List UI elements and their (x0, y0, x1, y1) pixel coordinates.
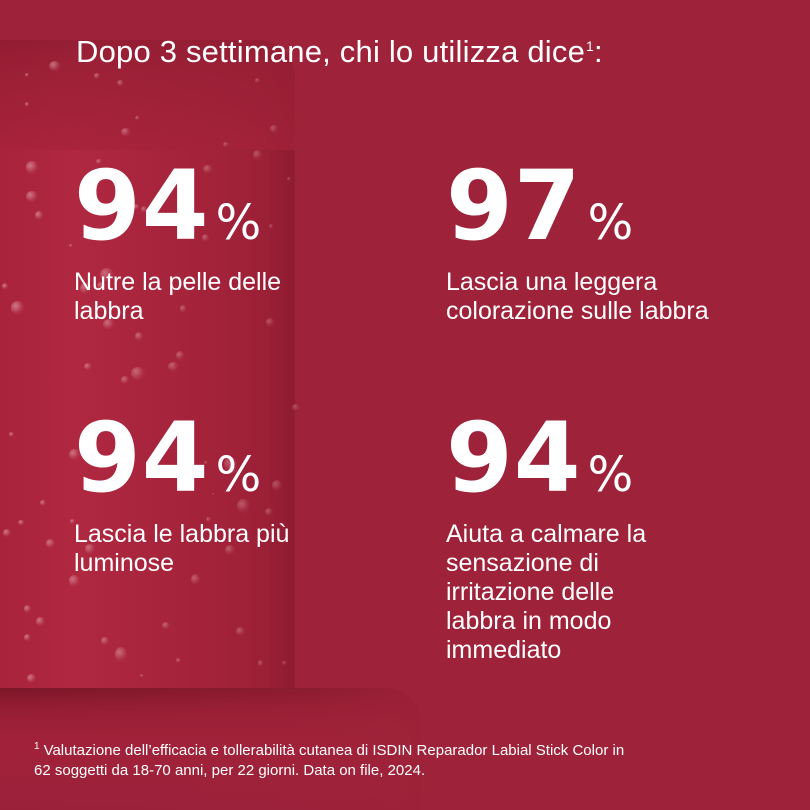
headline-footnote-ref: 1 (586, 37, 595, 54)
headline: Dopo 3 settimane, chi lo utilizza dice1: (76, 34, 603, 70)
stat-description: Lascia una leggera colorazione sulle lab… (446, 268, 786, 326)
stat-percentage: 97% (446, 158, 786, 254)
stat-soothe: 94% Aiuta a calmare la sensazione di irr… (446, 410, 746, 665)
footnote: 1 Valutazione dell’efficacia e tollerabil… (34, 737, 784, 781)
stat-percentage: 94% (446, 410, 746, 506)
percent-sign: % (587, 447, 634, 503)
footnote-line: 1 Valutazione dell’efficacia e tollerabil… (34, 737, 784, 761)
stat-percentage: 94% (74, 158, 374, 254)
stat-description: Lascia le labbra più luminose (74, 520, 374, 578)
stat-description: Nutre la pelle delle labbra (74, 268, 374, 326)
footnote-line: 62 soggetti da 18-70 anni, per 22 giorni… (34, 762, 426, 779)
stat-description-line: Nutre la pelle delle (74, 268, 282, 296)
stat-value: 94 (74, 150, 210, 262)
stat-description-line: colorazione sulle labbra (446, 297, 709, 325)
stat-description-line: labbra in modo (446, 607, 612, 635)
stat-description-line: Lascia le labbra più (74, 520, 290, 548)
stat-percentage: 94% (74, 410, 374, 506)
headline-text: Dopo 3 settimane, chi lo utilizza dice (76, 34, 586, 69)
stat-description-line: luminose (74, 549, 175, 577)
stat-value: 97 (446, 150, 582, 262)
stat-description-line: irritazione delle (446, 578, 615, 606)
stat-description-line: Aiuta a calmare la (446, 520, 647, 548)
footnote-text: Valutazione dell’efficacia e tollerabili… (43, 742, 625, 759)
stat-description-line: Lascia una leggera (446, 268, 658, 296)
stat-luminous: 94% Lascia le labbra più luminose (74, 410, 374, 578)
stat-description-line: immediato (446, 636, 562, 664)
percent-sign: % (215, 195, 262, 251)
stat-value: 94 (446, 402, 582, 514)
percent-sign: % (215, 447, 262, 503)
percent-sign: % (587, 195, 634, 251)
stat-value: 94 (74, 402, 210, 514)
stat-nourish: 94% Nutre la pelle delle labbra (74, 158, 374, 326)
stat-description-line: labbra (74, 297, 144, 325)
stat-color: 97% Lascia una leggera colorazione sulle… (446, 158, 786, 326)
stat-description-line: sensazione di (446, 549, 599, 577)
stat-description: Aiuta a calmare la sensazione di irritaz… (446, 520, 746, 665)
footnote-marker: 1 (34, 741, 40, 752)
headline-colon: : (594, 34, 603, 69)
